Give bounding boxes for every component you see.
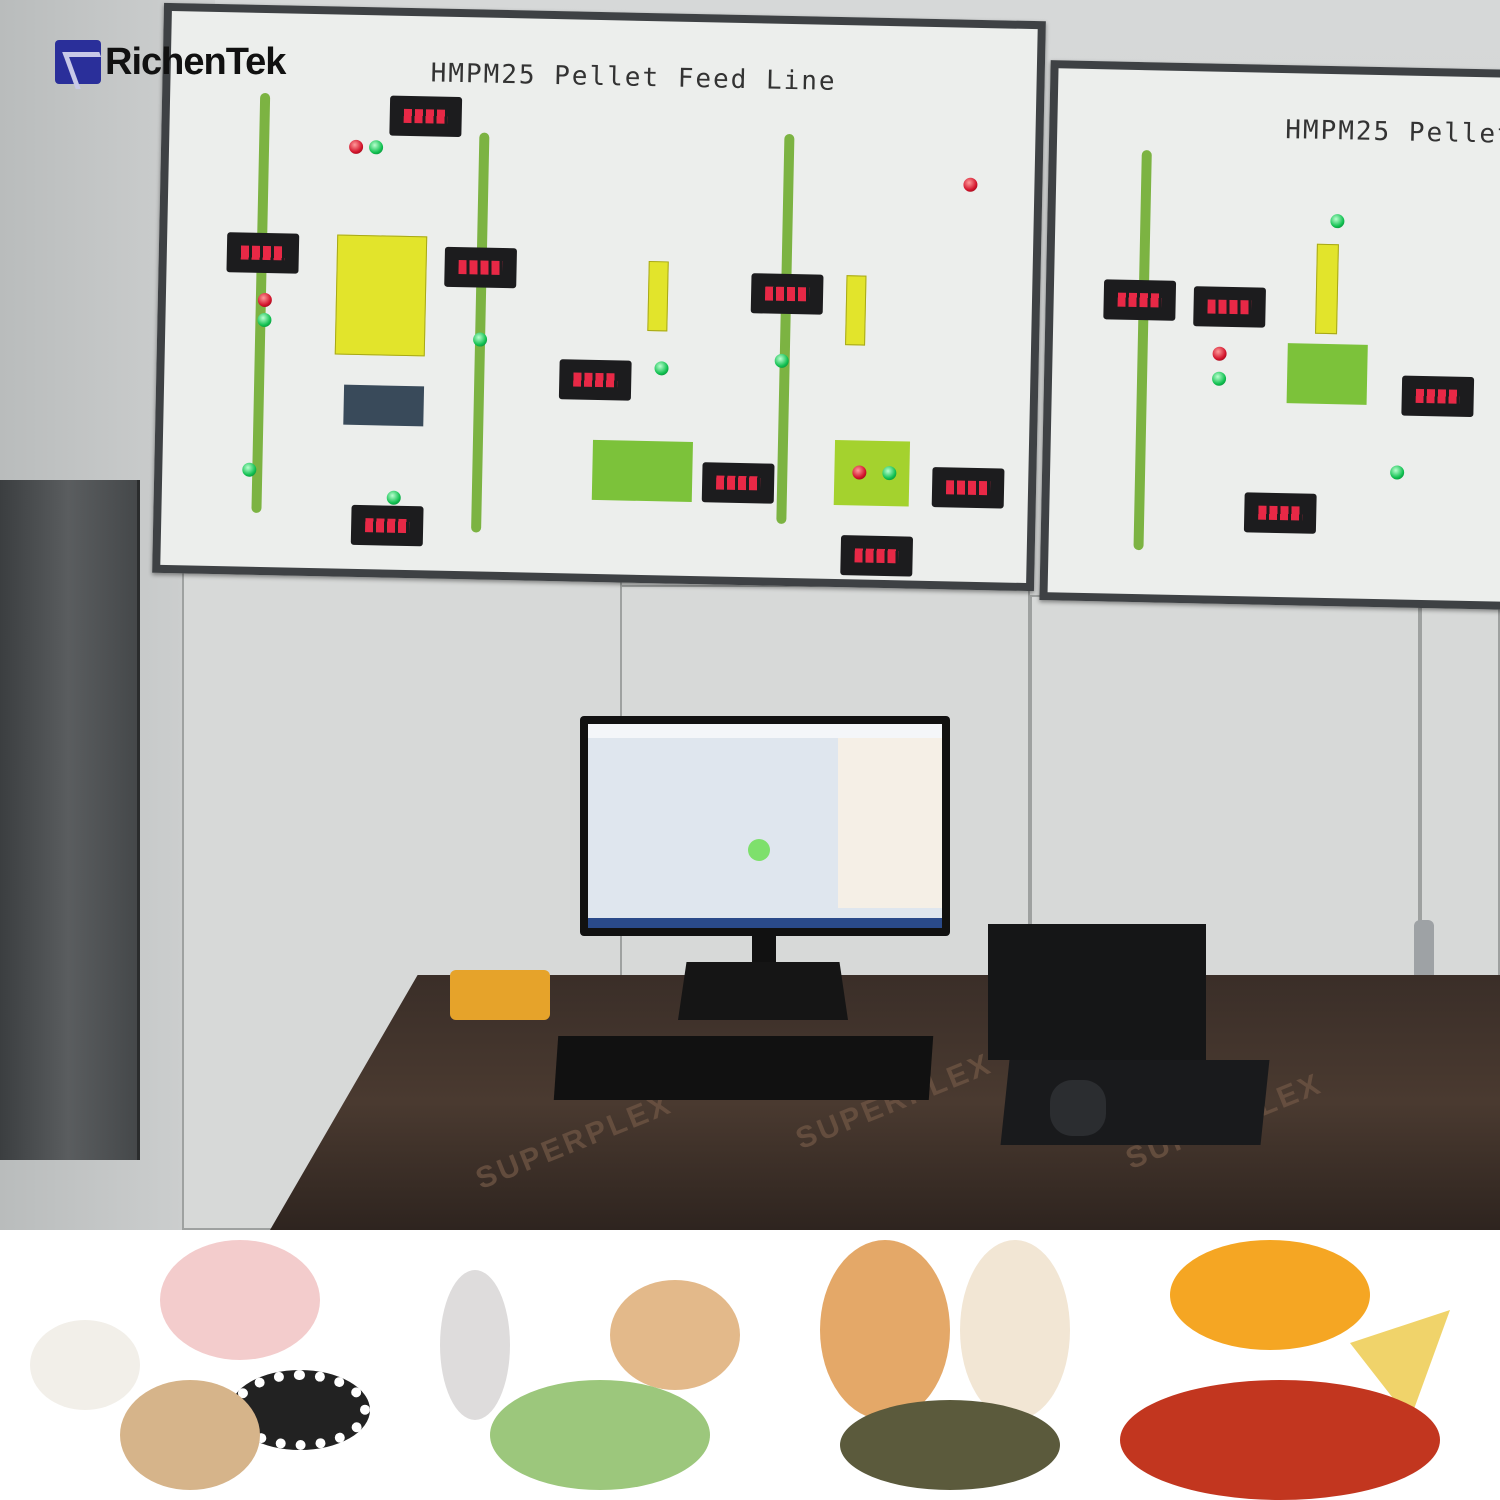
digital-display xyxy=(1401,375,1475,418)
elevator-pipe xyxy=(1133,150,1152,551)
red-indicator-light xyxy=(348,139,364,155)
computer-case xyxy=(988,924,1206,1060)
digital-display xyxy=(350,504,424,547)
logo-mark xyxy=(55,40,101,84)
control-room-photo: HMPM25 Pellet Feed Line HMPM25 Pellet xyxy=(0,0,1500,1230)
keyboard xyxy=(553,1036,934,1100)
green-indicator-light xyxy=(1330,214,1345,229)
panel-title: HMPM25 Pellet Feed Line xyxy=(430,58,837,97)
yellow-device xyxy=(450,970,550,1020)
digital-display xyxy=(1243,492,1317,534)
mouse-pad xyxy=(1000,1060,1270,1145)
digital-display xyxy=(444,246,518,289)
green-indicator-light xyxy=(368,140,384,155)
bin xyxy=(1315,243,1339,335)
digital-display xyxy=(558,359,632,401)
elevator-pipe xyxy=(776,133,795,524)
mouse xyxy=(1050,1080,1106,1136)
monitor xyxy=(580,716,950,936)
mixer xyxy=(343,384,425,427)
digital-display xyxy=(931,467,1005,509)
red-indicator-light xyxy=(257,292,273,308)
panel-title: HMPM25 Pellet Fe xyxy=(1284,115,1500,151)
digital-display xyxy=(1193,286,1266,328)
rabbit-poultry-feed-image xyxy=(430,1230,750,1500)
green-indicator-light xyxy=(257,312,272,328)
green-indicator-light xyxy=(1390,465,1405,480)
green-indicator-light xyxy=(472,332,488,347)
green-indicator-light xyxy=(654,361,669,376)
green-indicator-light xyxy=(386,490,401,505)
red-indicator-light xyxy=(963,177,978,192)
digital-display xyxy=(840,535,914,577)
mimic-panel-main: HMPM25 Pellet Feed Line xyxy=(152,2,1046,592)
digital-display xyxy=(226,232,300,274)
green-indicator-light xyxy=(1211,371,1227,386)
logo-text: RichenTek xyxy=(105,40,286,83)
mimic-panel-secondary: HMPM25 Pellet Fe xyxy=(1039,60,1500,610)
pellet-mill xyxy=(591,439,693,502)
pellet-mill xyxy=(1286,343,1368,405)
pet-food-image xyxy=(810,1230,1080,1500)
digital-display xyxy=(750,273,824,315)
red-indicator-light xyxy=(1212,346,1227,361)
animal-feed-strip xyxy=(0,1230,1500,1500)
monitor-base xyxy=(678,962,848,1020)
desk-print: SUPERPLEX xyxy=(471,1087,678,1196)
bin xyxy=(845,275,867,346)
digital-display xyxy=(389,95,463,138)
logo: RichenTek xyxy=(55,40,286,84)
digital-display xyxy=(701,462,775,504)
cooler xyxy=(833,439,911,507)
scada-screen xyxy=(588,724,942,928)
electrical-cabinet xyxy=(0,480,140,1160)
fish-feed-image xyxy=(1120,1230,1460,1500)
digital-display xyxy=(1103,279,1177,321)
batch-bins xyxy=(334,234,428,357)
livestock-feed-image xyxy=(20,1230,370,1500)
bin xyxy=(647,261,669,332)
